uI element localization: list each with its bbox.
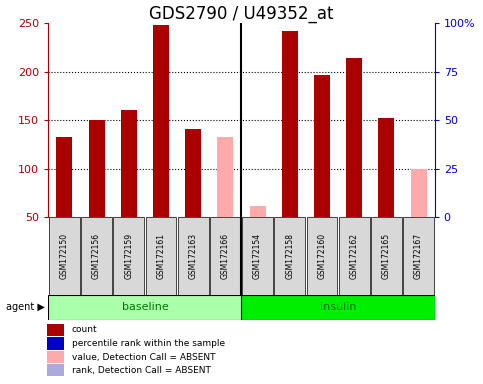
Bar: [47, 324, 64, 336]
Bar: [81, 217, 112, 295]
Bar: [49, 217, 80, 295]
Bar: [403, 217, 434, 295]
Text: rank, Detection Call = ABSENT: rank, Detection Call = ABSENT: [72, 366, 211, 375]
Text: value, Detection Call = ABSENT: value, Detection Call = ABSENT: [72, 353, 215, 362]
Bar: [242, 217, 273, 295]
Bar: [371, 217, 402, 295]
Bar: [274, 217, 305, 295]
Text: GSM172160: GSM172160: [317, 233, 327, 279]
Bar: [114, 217, 144, 295]
Bar: [250, 206, 266, 217]
Title: GDS2790 / U49352_at: GDS2790 / U49352_at: [149, 5, 334, 23]
Bar: [346, 58, 362, 217]
Text: GSM172154: GSM172154: [253, 233, 262, 279]
Bar: [378, 118, 395, 217]
Text: GSM172167: GSM172167: [414, 233, 423, 279]
Bar: [217, 137, 233, 217]
Text: percentile rank within the sample: percentile rank within the sample: [72, 339, 225, 348]
Bar: [242, 295, 435, 320]
Text: agent ▶: agent ▶: [6, 303, 45, 313]
Point: [415, 2, 423, 8]
Text: GSM172161: GSM172161: [156, 233, 166, 279]
Text: GSM172156: GSM172156: [92, 233, 101, 279]
Bar: [411, 169, 426, 217]
Text: GSM172159: GSM172159: [124, 233, 133, 279]
Text: GSM172150: GSM172150: [60, 233, 69, 279]
Bar: [210, 217, 241, 295]
Bar: [47, 351, 64, 363]
Bar: [47, 337, 64, 350]
Bar: [282, 31, 298, 217]
Text: GSM172158: GSM172158: [285, 233, 294, 279]
Text: GSM172166: GSM172166: [221, 233, 230, 279]
Bar: [145, 217, 176, 295]
Bar: [314, 74, 330, 217]
Bar: [57, 137, 72, 217]
Bar: [153, 25, 169, 217]
Bar: [178, 217, 209, 295]
Bar: [88, 120, 105, 217]
Bar: [47, 364, 64, 377]
Text: insulin: insulin: [320, 303, 356, 313]
Text: GSM172163: GSM172163: [189, 233, 198, 279]
Bar: [339, 217, 369, 295]
Text: GSM172162: GSM172162: [350, 233, 359, 279]
Bar: [307, 217, 338, 295]
Text: GSM172165: GSM172165: [382, 233, 391, 279]
Bar: [185, 129, 201, 217]
Text: baseline: baseline: [122, 303, 168, 313]
Bar: [121, 111, 137, 217]
Text: count: count: [72, 326, 98, 334]
Bar: [48, 295, 242, 320]
